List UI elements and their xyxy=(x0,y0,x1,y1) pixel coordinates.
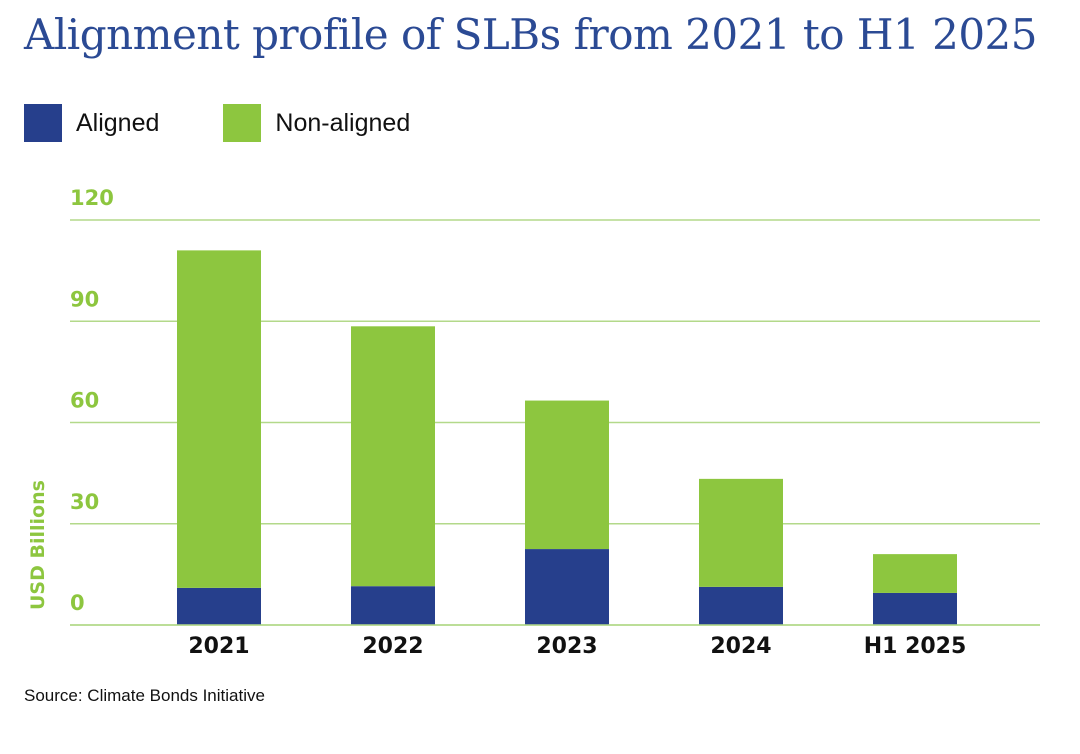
x-tick-label-2021: 2021 xyxy=(188,634,249,659)
y-tick-label-0: 0 xyxy=(70,591,85,615)
legend-swatch-non-aligned xyxy=(223,104,262,142)
bar-non-aligned-2021 xyxy=(177,250,261,588)
x-tick-label-2024: 2024 xyxy=(710,634,771,659)
legend-swatch-aligned xyxy=(24,104,62,142)
bar-non-aligned-h1-2025 xyxy=(873,554,957,593)
legend-item-non-aligned: Non-aligned xyxy=(223,104,410,142)
y-tick-label-120: 120 xyxy=(70,186,114,210)
y-axis-label: USD Billions xyxy=(27,480,49,610)
bar-non-aligned-2024 xyxy=(699,478,783,587)
bar-aligned-2021 xyxy=(177,587,261,625)
x-tick-label-h1-2025: H1 2025 xyxy=(864,634,967,659)
legend-label-non-aligned: Non-aligned xyxy=(275,108,411,137)
y-tick-label-60: 60 xyxy=(70,389,99,413)
legend-item-aligned: Aligned xyxy=(24,104,159,142)
bar-aligned-h1-2025 xyxy=(873,592,957,625)
legend-label-aligned: Aligned xyxy=(76,108,160,137)
legend: Aligned Non-aligned xyxy=(24,104,474,142)
bar-chart: 0 30 60 90 120 USD Billions 2021 2022 2023 2024 H1… xyxy=(27,186,1040,659)
source-note: Source: Climate Bonds Initiative xyxy=(24,686,265,705)
x-tick-label-2023: 2023 xyxy=(536,634,597,659)
bar-non-aligned-2022 xyxy=(351,326,435,587)
x-tick-label-2022: 2022 xyxy=(362,634,423,659)
bar-aligned-2022 xyxy=(351,586,435,625)
chart-title: Alignment profile of SLBs from 2021 to H… xyxy=(24,10,1038,59)
bar-aligned-2024 xyxy=(699,586,783,625)
bar-aligned-2023 xyxy=(525,549,609,625)
bar-non-aligned-2023 xyxy=(525,400,609,550)
y-tick-label-30: 30 xyxy=(70,490,99,514)
y-tick-label-90: 90 xyxy=(70,287,99,311)
